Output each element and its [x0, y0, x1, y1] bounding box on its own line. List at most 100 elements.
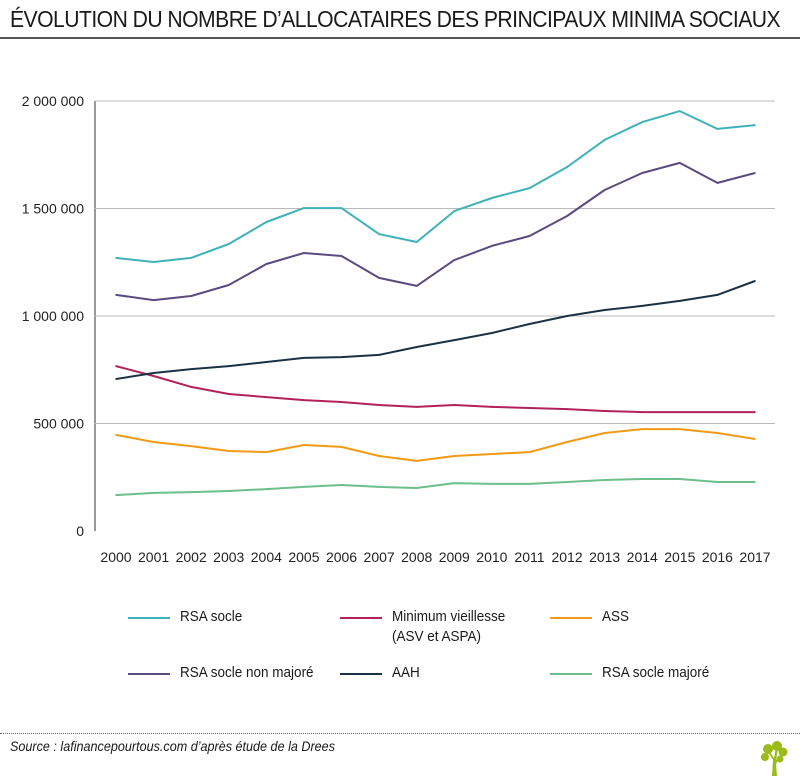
data-point: [378, 455, 380, 457]
y-tick-label: 0: [76, 523, 84, 539]
data-point: [641, 478, 644, 480]
data-point: [115, 494, 117, 496]
data-point: [453, 455, 456, 457]
data-point: [716, 411, 719, 413]
data-point: [378, 404, 380, 406]
data-point: [603, 410, 606, 412]
x-tick-label: 2006: [326, 549, 357, 565]
data-point: [415, 406, 418, 408]
data-point: [415, 285, 418, 287]
data-point: [679, 110, 681, 112]
x-tick-label: 2012: [551, 549, 582, 565]
x-tick-label: 2011: [514, 549, 544, 565]
data-point: [340, 446, 343, 448]
data-point: [528, 323, 531, 325]
data-point: [603, 309, 606, 311]
data-point: [453, 339, 456, 341]
data-point: [415, 346, 418, 348]
data-point: [679, 411, 681, 413]
data-point: [227, 450, 230, 452]
data-point: [491, 332, 493, 334]
legend-swatch: [128, 617, 170, 619]
data-point: [303, 252, 305, 254]
data-point: [566, 441, 568, 443]
data-point: [566, 166, 568, 168]
data-point: [152, 492, 155, 494]
series-line-ass: [115, 428, 756, 462]
series-line-minimum-vieillesse-asv-et-aspa-: [115, 365, 755, 414]
data-point: [453, 259, 456, 261]
series-line-rsa-socle: [115, 110, 756, 263]
data-point: [303, 399, 305, 401]
legend-swatch: [128, 673, 170, 675]
legend-swatch: [550, 617, 592, 619]
data-point: [190, 445, 192, 447]
data-point: [303, 486, 305, 488]
data-point: [491, 197, 493, 199]
data-point: [603, 432, 606, 434]
data-point: [754, 438, 756, 440]
data-point: [415, 460, 418, 462]
data-point: [491, 406, 493, 408]
tree-logo-icon: [761, 741, 788, 776]
legend-label-line: RSA socle: [180, 608, 243, 625]
data-point: [303, 444, 305, 446]
data-point: [115, 257, 117, 259]
data-point: [265, 263, 268, 265]
data-point: [265, 396, 268, 398]
x-tick-label: 2005: [288, 549, 319, 565]
data-point: [716, 128, 719, 130]
data-point: [679, 428, 681, 430]
data-point: [340, 484, 343, 486]
data-point: [227, 490, 230, 492]
data-point: [115, 365, 117, 367]
x-tick-label: 2000: [100, 549, 131, 565]
x-tick-label: 2008: [401, 549, 432, 565]
x-tick-label: 2017: [739, 549, 770, 565]
x-tick-label: 2015: [664, 549, 695, 565]
x-tick-label: 2014: [627, 549, 658, 565]
x-tick-label: 2009: [439, 549, 470, 565]
y-tick-label: 1 500 000: [22, 201, 84, 217]
legend-label-line: Minimum vieillesse: [392, 608, 506, 625]
data-point: [491, 453, 493, 455]
y-tick-label: 500 000: [33, 416, 84, 432]
data-point: [679, 162, 681, 164]
legend-label: RSA socle: [180, 607, 242, 627]
data-point: [190, 257, 192, 259]
legend-label: RSA socle majoré: [602, 663, 709, 683]
y-tick-label: 1 000 000: [22, 308, 84, 324]
x-tick-label: 2001: [138, 549, 169, 565]
data-point: [265, 221, 268, 223]
data-point: [603, 139, 606, 141]
data-point: [453, 210, 456, 212]
x-tick-label: 2013: [589, 549, 620, 565]
data-point: [227, 284, 230, 286]
data-point: [754, 280, 756, 282]
data-point: [754, 172, 756, 174]
legend-label-line: RSA socle majoré: [602, 664, 710, 681]
x-tick-label: 2002: [176, 549, 207, 565]
data-point: [115, 434, 117, 436]
data-point: [453, 404, 456, 406]
legend-label: Minimum vieillesse (ASV et ASPA): [392, 607, 505, 647]
data-point: [716, 294, 719, 296]
x-tick-label: 2010: [476, 549, 507, 565]
legend-label-line: ASS: [602, 608, 630, 625]
data-point: [641, 172, 644, 174]
x-tick-label: 2003: [213, 549, 244, 565]
legend-label-line: AAH: [392, 664, 420, 681]
data-point: [340, 401, 343, 403]
chart-title: ÉVOLUTION DU NOMBRE D’ALLOCATAIRES DES P…: [10, 6, 781, 32]
legend-label: ASS: [602, 607, 629, 627]
data-point: [115, 378, 117, 380]
data-point: [641, 121, 644, 123]
data-point: [603, 189, 606, 191]
data-point: [227, 243, 230, 245]
data-point: [754, 124, 756, 126]
source-note: Source : lafinancepourtous.com d’après é…: [10, 738, 335, 754]
legend-label: AAH: [392, 663, 420, 683]
data-point: [378, 233, 380, 235]
data-point: [566, 408, 568, 410]
data-point: [754, 481, 756, 483]
